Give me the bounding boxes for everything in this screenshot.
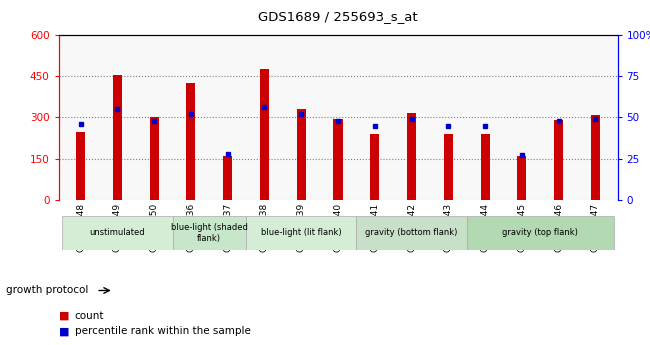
Bar bbox=[76, 132, 85, 200]
Bar bbox=[246, 216, 356, 250]
Bar bbox=[370, 134, 380, 200]
Bar bbox=[187, 83, 196, 200]
Text: blue-light (lit flank): blue-light (lit flank) bbox=[261, 228, 341, 237]
Bar bbox=[172, 216, 246, 250]
Text: count: count bbox=[75, 311, 104, 321]
Bar bbox=[296, 109, 306, 200]
Text: gravity (top flank): gravity (top flank) bbox=[502, 228, 578, 237]
Text: gravity (bottom flank): gravity (bottom flank) bbox=[365, 228, 458, 237]
Bar bbox=[591, 115, 600, 200]
Bar bbox=[444, 134, 453, 200]
Text: ■: ■ bbox=[58, 326, 69, 336]
Text: unstimulated: unstimulated bbox=[90, 228, 145, 237]
Text: ■: ■ bbox=[58, 311, 69, 321]
Text: blue-light (shaded
flank): blue-light (shaded flank) bbox=[171, 223, 248, 243]
Bar bbox=[260, 69, 269, 200]
Bar bbox=[467, 216, 614, 250]
Bar bbox=[407, 113, 416, 200]
Text: GDS1689 / 255693_s_at: GDS1689 / 255693_s_at bbox=[258, 10, 418, 23]
Bar bbox=[356, 216, 467, 250]
Bar bbox=[112, 75, 122, 200]
Bar bbox=[62, 216, 172, 250]
Bar bbox=[150, 117, 159, 200]
Bar bbox=[480, 134, 489, 200]
Bar bbox=[554, 120, 564, 200]
Bar bbox=[517, 156, 526, 200]
Text: percentile rank within the sample: percentile rank within the sample bbox=[75, 326, 251, 336]
Bar bbox=[333, 119, 343, 200]
Text: growth protocol: growth protocol bbox=[6, 285, 89, 295]
Bar bbox=[223, 156, 232, 200]
